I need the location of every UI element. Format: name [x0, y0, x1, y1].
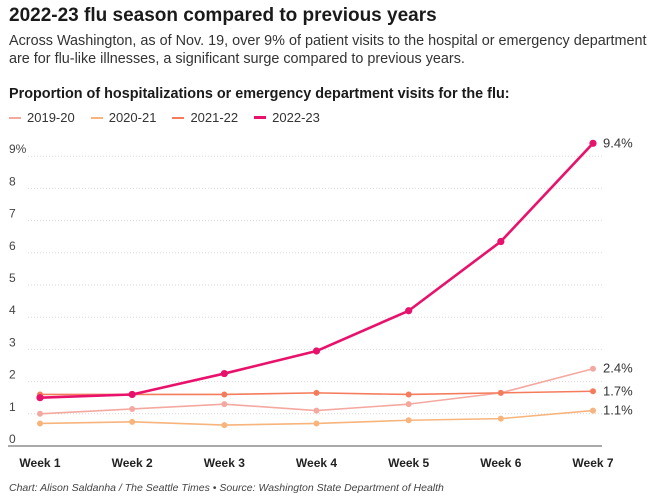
data-point-2019-20	[129, 405, 136, 412]
x-tick-label: Week 3	[204, 456, 245, 470]
data-point-2019-20	[405, 401, 412, 408]
legend-label-2022-23: 2022-23	[272, 110, 320, 125]
legend-swatch-2019-20	[9, 116, 21, 119]
data-point-2019-20	[221, 401, 228, 408]
legend-swatch-2021-22	[172, 116, 185, 119]
y-tick-label: 1	[9, 400, 16, 414]
data-point-2021-22	[590, 388, 596, 395]
end-label-2021-22: 1.7%	[603, 383, 633, 398]
y-tick-label: 5	[9, 271, 16, 285]
legend-label-2021-22: 2021-22	[190, 110, 239, 125]
data-point-2020-21	[405, 417, 412, 424]
data-point-2022-23	[405, 307, 413, 315]
data-point-2020-21	[37, 420, 43, 427]
series-line-2022-23	[38, 142, 595, 400]
line-chart: 0 1 2 3 4 5 6 7 8 9% Week 1 Week 2 Week 3 Week 4 Week …	[8, 135, 633, 470]
data-point-2020-21	[221, 422, 228, 429]
data-point-2021-22	[497, 389, 504, 396]
legend-swatch-2022-23	[254, 116, 267, 119]
data-point-2020-21	[129, 418, 136, 425]
x-tick-label: Week 6	[480, 456, 521, 470]
chart-heading: Proportion of hospitalizations or emerge…	[9, 86, 510, 102]
x-tick-label: Week 2	[112, 456, 153, 470]
legend-label-2020-21: 2020-21	[108, 110, 157, 125]
data-point-2022-23	[589, 139, 597, 147]
x-tick-label: Week 4	[296, 456, 337, 470]
y-tick-label: 7	[9, 207, 16, 221]
legend-label-2019-20: 2019-20	[27, 110, 75, 125]
legend-item-2022-23: 2022-23	[254, 110, 320, 125]
end-label-2022-23: 9.4%	[603, 135, 633, 150]
data-point-2022-23	[220, 369, 228, 378]
data-point-2021-22	[405, 391, 412, 398]
end-label-2020-21: 1.1%	[603, 403, 633, 418]
data-point-2020-21	[497, 415, 504, 422]
data-point-2019-20	[313, 407, 320, 414]
y-tick-label: 6	[9, 239, 16, 253]
data-point-2019-20	[37, 410, 43, 417]
data-point-2022-23	[128, 390, 136, 399]
data-point-2020-21	[313, 420, 320, 427]
chart-credit: Chart: Alison Saldanha / The Seattle Tim…	[9, 482, 444, 494]
chart-title-main: 2022-23 flu season compared to previous …	[9, 5, 437, 26]
data-point-2021-22	[221, 391, 228, 398]
data-point-2022-23	[497, 237, 505, 246]
x-tick-label: Week 7	[572, 456, 613, 470]
legend-item-2020-21: 2020-21	[90, 110, 157, 125]
y-tick-label: 2	[9, 368, 16, 382]
y-tick-label: 8	[9, 174, 16, 188]
data-point-2022-23	[36, 394, 44, 402]
legend: 2019-20 2020-21 2021-22 2022-23	[9, 110, 336, 125]
data-point-2020-21	[590, 407, 596, 414]
y-tick-label: 0	[9, 432, 16, 446]
legend-item-2021-22: 2021-22	[172, 110, 238, 125]
y-tick-label: 9%	[9, 142, 27, 156]
data-point-2021-22	[313, 389, 320, 396]
y-tick-label: 4	[9, 303, 16, 317]
x-tick-label: Week 1	[19, 456, 60, 470]
legend-item-2019-20: 2019-20	[9, 110, 75, 125]
data-point-2019-20	[590, 365, 596, 372]
y-tick-label: 3	[9, 335, 16, 349]
legend-swatch-2020-21	[90, 116, 103, 119]
data-point-2022-23	[312, 347, 321, 355]
end-label-2019-20: 2.4%	[603, 361, 633, 376]
x-tick-label: Week 5	[388, 456, 429, 470]
chart-subtitle: Across Washington, as of Nov. 19, over 9…	[9, 33, 647, 67]
